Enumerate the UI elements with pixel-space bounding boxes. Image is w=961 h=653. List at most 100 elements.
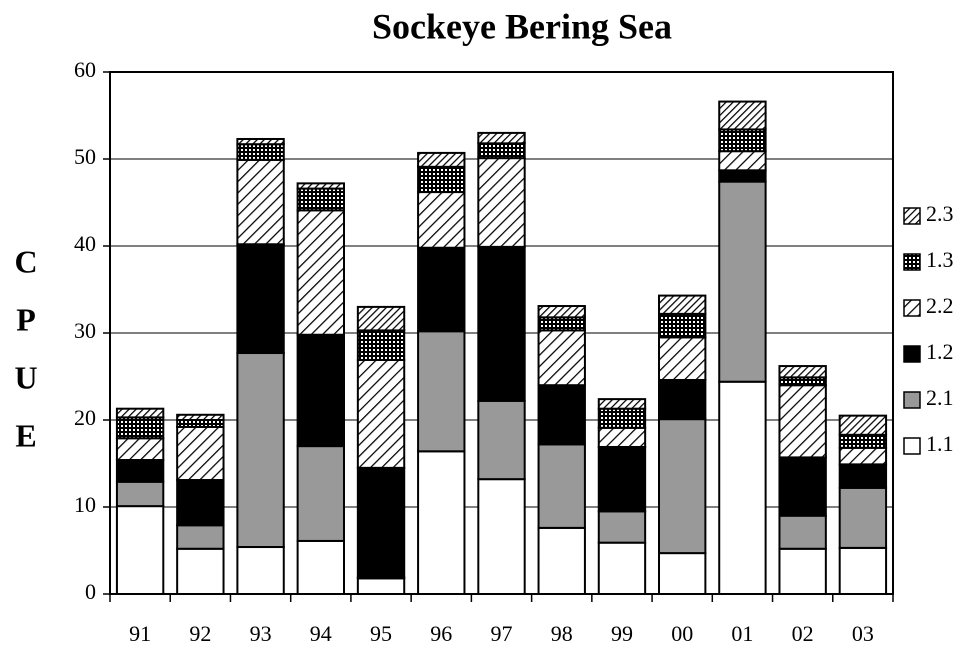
bar-segment <box>417 151 466 168</box>
bar-segment <box>838 546 888 596</box>
bar-segment <box>838 446 888 466</box>
bar-segment <box>718 169 767 183</box>
bar-segment <box>718 380 767 595</box>
y-tick-label: 40 <box>74 231 96 256</box>
legend-swatch <box>903 437 921 455</box>
x-tick-label: 99 <box>611 621 633 646</box>
chart-title: Sockeye Bering Sea <box>372 6 672 46</box>
bar-segment <box>296 187 345 212</box>
legend-swatch <box>903 345 921 363</box>
bar-segment <box>477 478 526 595</box>
bar-segment <box>176 547 225 596</box>
bar-segment <box>477 142 526 160</box>
bar-segment <box>236 158 285 246</box>
legend-label: 1.2 <box>926 339 954 364</box>
bar-segment <box>597 445 647 513</box>
bar-segment <box>597 426 647 448</box>
bar-segment <box>778 376 827 387</box>
bar-segment <box>417 191 466 249</box>
bar-segment <box>176 479 225 527</box>
bar-segment <box>537 305 586 319</box>
bar-segment <box>838 486 888 549</box>
bar-segment <box>115 416 165 440</box>
legend-swatch <box>903 253 921 271</box>
legend-label: 1.1 <box>926 431 954 456</box>
bar-segment <box>356 329 406 361</box>
bar-segment <box>597 510 647 544</box>
bar-segment <box>236 546 285 596</box>
bar-segment <box>356 577 406 596</box>
bar-segment <box>778 547 827 596</box>
plot-frame <box>109 71 894 595</box>
bar-segment <box>176 419 225 428</box>
bar-segment <box>477 399 526 481</box>
bar-segment <box>176 425 225 482</box>
bar-segment <box>356 466 406 579</box>
legend-swatch <box>903 299 921 317</box>
bar-segment <box>236 243 285 355</box>
bar-segment <box>296 445 345 542</box>
bar-segment <box>417 450 466 595</box>
x-tick-label: 91 <box>129 621 151 646</box>
y-axis-label: C <box>14 243 37 279</box>
bar-segment <box>477 157 526 248</box>
x-tick-label: 00 <box>671 621 693 646</box>
y-tick-label: 60 <box>74 57 96 82</box>
x-tick-label: 97 <box>491 621 513 646</box>
bar-segment <box>236 143 285 161</box>
y-tick-label: 50 <box>74 144 96 169</box>
bar-segment <box>778 384 827 459</box>
bar-segment <box>296 209 345 336</box>
y-tick-label: 0 <box>85 579 96 604</box>
x-tick-label: 01 <box>731 621 753 646</box>
bar-segment <box>537 329 586 387</box>
x-tick-label: 02 <box>792 621 814 646</box>
bar-segment <box>658 294 707 315</box>
bar-segment <box>296 539 345 595</box>
bar-segment <box>838 463 888 489</box>
bar-segment <box>718 128 767 153</box>
legend-swatch <box>903 207 921 225</box>
bar-segment <box>597 541 647 595</box>
legend-label: 2.3 <box>926 201 954 226</box>
x-tick-label: 95 <box>370 621 392 646</box>
x-tick-label: 94 <box>310 621 332 646</box>
legend-swatch <box>903 391 921 409</box>
bar-segment <box>838 433 888 449</box>
bar-segment <box>356 305 406 332</box>
bar-segment <box>838 414 888 436</box>
bar-segment <box>658 418 707 555</box>
y-axis-label: E <box>15 417 36 453</box>
bar-segment <box>176 524 225 550</box>
legend-label: 2.1 <box>926 385 954 410</box>
bar-segment <box>417 246 466 333</box>
x-tick-label: 03 <box>852 621 874 646</box>
bar-segment <box>537 526 586 596</box>
y-tick-label: 20 <box>74 405 96 430</box>
legend-label: 1.3 <box>926 247 954 272</box>
bar-segment <box>115 407 165 419</box>
bar-segment <box>477 131 526 145</box>
bar-segment <box>537 384 586 446</box>
x-tick-label: 92 <box>189 621 211 646</box>
y-axis-label: P <box>16 301 36 337</box>
bar-segment <box>477 245 526 402</box>
bar-segment <box>778 456 827 517</box>
bar-segment <box>658 552 707 595</box>
bar-segment <box>115 459 165 483</box>
bar-segment <box>537 443 586 529</box>
x-tick-label: 93 <box>250 621 272 646</box>
bar-segment <box>537 316 586 332</box>
bar-segment <box>718 150 767 172</box>
x-tick-label: 98 <box>551 621 573 646</box>
y-axis-label: U <box>14 359 37 395</box>
bar-segment <box>658 312 707 339</box>
y-tick-label: 10 <box>74 492 96 517</box>
bar-segment <box>718 180 767 383</box>
legend-label: 2.2 <box>926 293 954 318</box>
bar-segment <box>236 352 285 549</box>
bar-segment <box>658 378 707 421</box>
bar-segment <box>597 398 647 410</box>
x-tick-label: 96 <box>430 621 452 646</box>
